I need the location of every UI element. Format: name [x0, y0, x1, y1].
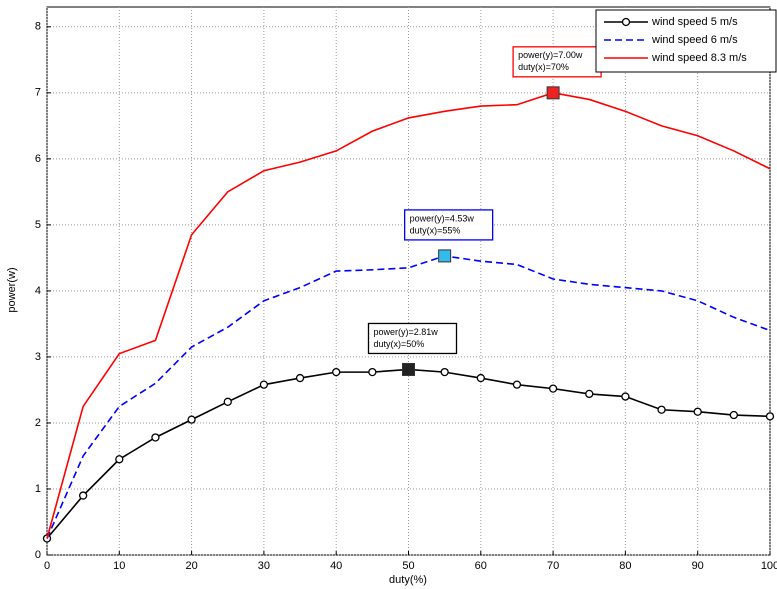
datatip-text: duty(x)=55% [410, 225, 461, 235]
datatip-text: power(y)=4.53w [410, 213, 475, 223]
data-point [295, 373, 305, 383]
x-tick-label: 90 [692, 560, 704, 572]
x-tick-label: 40 [330, 560, 342, 572]
datatip-marker [438, 249, 452, 263]
datatip-text: power(y)=7.00w [518, 50, 583, 60]
datatip-box [403, 209, 494, 241]
y-tick-label: 0 [35, 549, 41, 561]
y-tick-label: 4 [35, 285, 41, 297]
legend-label: wind speed 6 m/s [651, 34, 738, 46]
data-point [259, 380, 269, 389]
datatip-marker [546, 86, 560, 100]
data-point [657, 405, 666, 414]
x-tick-label: 80 [619, 560, 631, 572]
y-tick-label: 5 [35, 219, 41, 231]
data-point [765, 412, 775, 421]
data-point [187, 415, 196, 424]
datatip-text: power(y)=2.81w [374, 327, 439, 337]
data-point [548, 384, 558, 393]
legend-label: wind speed 5 m/s [651, 16, 738, 28]
legend-marker [621, 17, 631, 27]
x-axis-label: duty(%) [389, 574, 427, 586]
series-line [46, 255, 771, 539]
series-line [46, 92, 771, 539]
x-tick-label: 100 [761, 560, 777, 572]
datatip-marker [402, 362, 415, 376]
x-tick-label: 10 [113, 560, 125, 572]
data-point [79, 491, 88, 500]
x-tick-label: 60 [475, 560, 487, 572]
y-tick-label: 3 [35, 351, 41, 363]
y-tick-label: 6 [35, 153, 41, 165]
x-tick-label: 20 [185, 560, 197, 572]
data-point [693, 407, 702, 416]
data-point [115, 455, 124, 464]
data-point [621, 392, 630, 401]
datatip-box [512, 46, 602, 78]
data-point [476, 373, 485, 383]
datatip-text: duty(x)=70% [518, 62, 569, 72]
y-tick-label: 1 [35, 483, 41, 495]
datatip-box [367, 322, 458, 355]
x-tick-label: 50 [402, 560, 414, 572]
data-point [223, 397, 232, 406]
data-point [585, 389, 594, 399]
data-point [151, 433, 160, 442]
datatip-text: duty(x)=50% [374, 339, 425, 349]
data-point [368, 367, 377, 377]
data-point [512, 380, 522, 389]
x-tick-label: 0 [44, 560, 50, 572]
data-point [440, 367, 449, 377]
y-tick-label: 7 [35, 87, 41, 99]
y-tick-label: 2 [35, 417, 41, 429]
x-tick-label: 70 [547, 560, 559, 572]
y-axis-label: power(w) [6, 267, 18, 312]
legend-label: wind speed 8.3 m/s [651, 52, 747, 64]
x-tick-label: 30 [258, 560, 270, 572]
data-point [729, 410, 738, 420]
data-point [332, 367, 341, 377]
y-tick-label: 8 [35, 21, 41, 33]
